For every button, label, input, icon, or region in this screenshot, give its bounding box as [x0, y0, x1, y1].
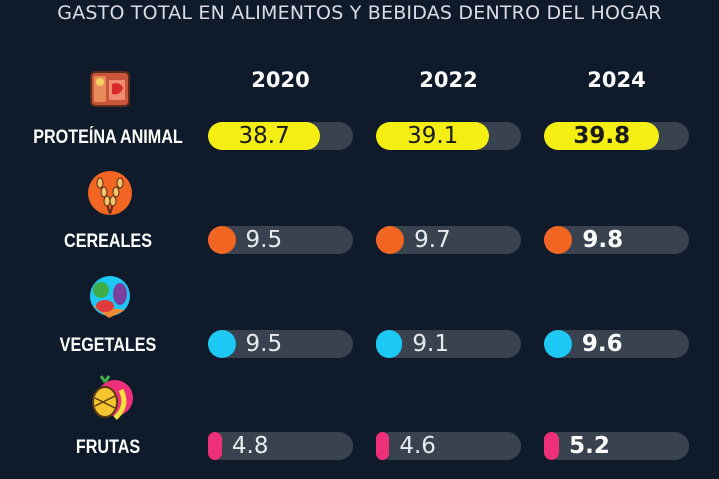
bar-value: 4.8 — [231, 433, 269, 459]
bar-fill — [208, 330, 236, 358]
bar-value: 4.6 — [399, 433, 436, 459]
year-header: 2024 — [587, 68, 646, 92]
bar-value: 9.1 — [412, 331, 449, 357]
chart-title: GASTO TOTAL EN ALIMENTOS Y BEBIDAS DENTR… — [57, 2, 662, 24]
bar-value: 38.7 — [238, 123, 290, 149]
bar-fill — [544, 226, 573, 254]
wheat-icon — [85, 168, 135, 218]
bar-track: 4.6 — [376, 432, 521, 460]
bar-track: 9.5 — [208, 330, 353, 358]
category-label: CEREALES — [64, 231, 152, 252]
bar-value: 39.8 — [573, 123, 631, 149]
bar-value: 39.1 — [407, 123, 459, 149]
bar-track: 9.7 — [376, 226, 521, 254]
bar-track: 39.8 — [544, 122, 689, 150]
bar-fill — [208, 432, 222, 460]
bar-value: 9.5 — [245, 331, 283, 357]
bar-fill — [208, 226, 236, 254]
bar-fill — [376, 432, 390, 460]
category-label: VEGETALES — [59, 335, 157, 356]
bar-track: 39.1 — [376, 122, 521, 150]
category-label: PROTEÍNA ANIMAL — [33, 127, 183, 148]
bar-value: 9.6 — [581, 331, 623, 357]
bar-fill — [376, 122, 490, 150]
year-header: 2022 — [419, 68, 478, 92]
bar-fill — [208, 122, 321, 150]
bar-value: 5.2 — [569, 433, 610, 459]
bar-value: 9.7 — [414, 227, 451, 253]
category-label: FRUTAS — [75, 437, 141, 458]
bar-fill — [544, 330, 572, 358]
bar-value: 9.8 — [582, 227, 624, 253]
bar-track: 9.8 — [544, 226, 689, 254]
fruits-icon — [85, 374, 135, 424]
bar-fill — [544, 122, 660, 150]
bar-fill — [376, 226, 405, 254]
vegetables-icon — [85, 272, 135, 322]
bar-track: 9.5 — [208, 226, 353, 254]
bar-track: 9.6 — [544, 330, 689, 358]
bar-track: 38.7 — [208, 122, 353, 150]
bar-value: 9.5 — [245, 227, 283, 253]
bar-fill — [544, 432, 560, 460]
bar-track: 9.1 — [376, 330, 521, 358]
bar-fill — [376, 330, 403, 358]
meat-package-icon — [85, 64, 135, 114]
year-header: 2020 — [251, 68, 310, 92]
bar-track: 5.2 — [544, 432, 689, 460]
bar-track: 4.8 — [208, 432, 353, 460]
